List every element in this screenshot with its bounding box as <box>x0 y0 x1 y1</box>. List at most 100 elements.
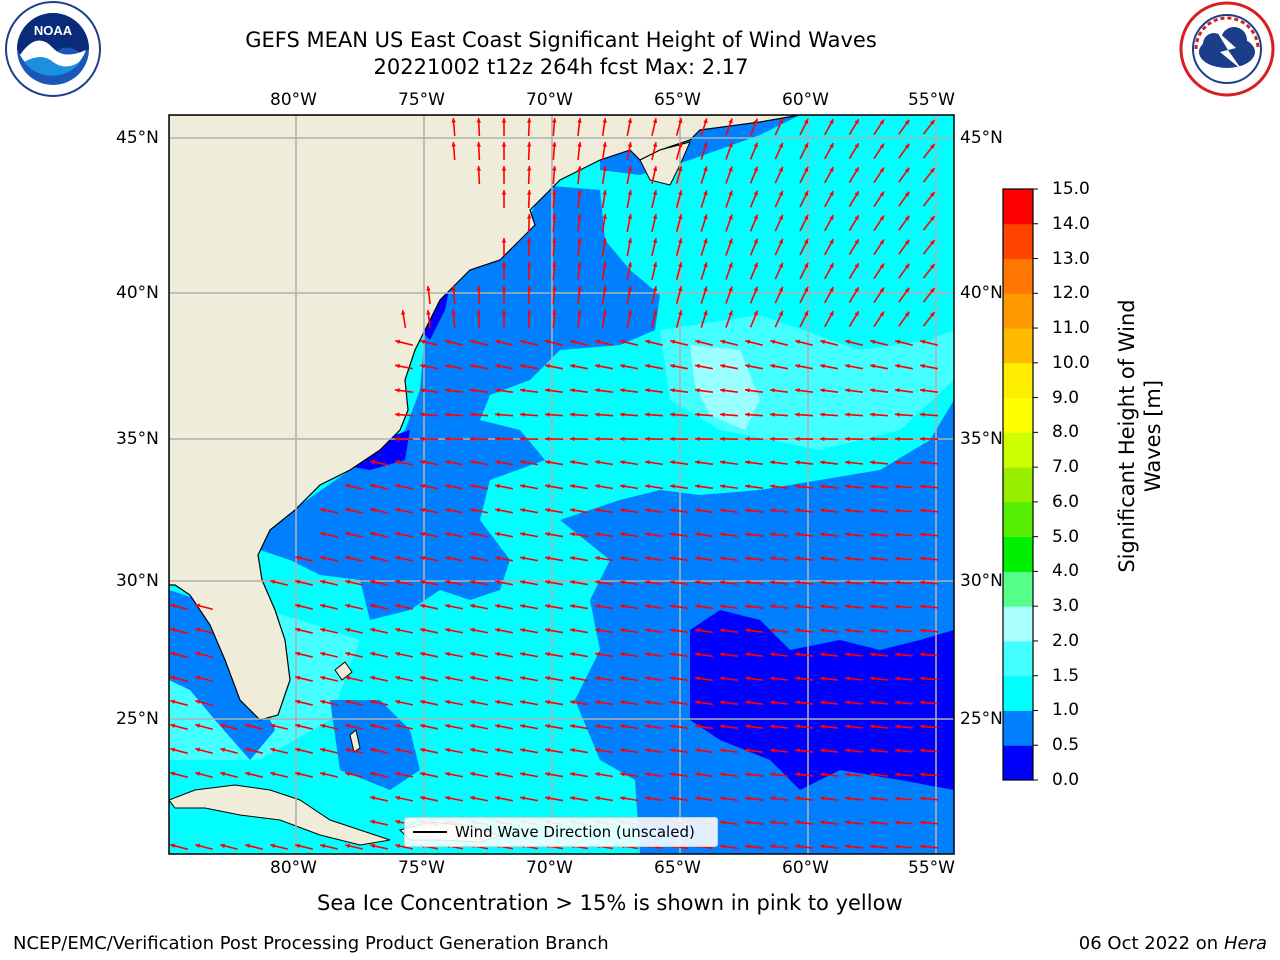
footer-date-text: 06 Oct 2022 on <box>1078 933 1224 954</box>
wind-wave-arrowhead <box>595 580 600 585</box>
wind-wave-arrowhead <box>345 483 351 489</box>
wind-wave-arrowhead <box>670 724 675 729</box>
wind-wave-arrowhead <box>820 772 825 777</box>
wind-wave-arrowhead <box>595 412 600 417</box>
wind-wave-arrowhead <box>652 142 658 148</box>
wind-wave-arrowhead <box>879 167 884 173</box>
wind-wave-arrowhead <box>295 843 301 849</box>
wind-wave-arrowhead <box>895 556 900 561</box>
wind-wave-arrowhead <box>370 603 376 609</box>
wind-wave-arrowhead <box>820 412 825 417</box>
wind-wave-arrowhead <box>720 508 725 513</box>
wind-wave-arrowhead <box>670 676 675 681</box>
wind-wave-arrowhead <box>520 531 525 537</box>
wind-wave-arrowhead <box>570 747 575 753</box>
wind-wave-arrowhead <box>745 412 750 417</box>
wind-wave-arrowhead <box>420 579 426 585</box>
wind-wave-arrowhead <box>495 699 500 705</box>
wind-wave-arrowhead <box>445 747 450 753</box>
wind-wave-arrowhead <box>870 700 875 705</box>
wind-wave-arrowhead <box>420 627 426 633</box>
wind-wave-arrowhead <box>552 118 557 123</box>
wind-wave-arrowhead <box>745 580 750 585</box>
wind-wave-arrowhead <box>295 627 301 633</box>
lon-tick-top: 70°W <box>526 90 573 110</box>
lon-tick-top: 55°W <box>908 90 955 110</box>
wind-wave-arrowhead <box>395 795 401 801</box>
wind-wave-arrowhead <box>920 508 925 513</box>
wind-wave-arrowhead <box>520 771 525 777</box>
wind-wave-arrowhead <box>395 531 401 537</box>
wind-wave-arrowhead <box>652 214 658 220</box>
wind-wave-arrowhead <box>577 142 582 147</box>
wind-wave-arrowhead <box>345 579 351 585</box>
wind-wave-arrowhead <box>570 795 575 801</box>
colorbar-segment <box>1003 432 1033 468</box>
wind-wave-arrowhead <box>370 483 376 489</box>
wind-wave-arrowhead <box>795 652 800 657</box>
wind-wave-arrowhead <box>520 723 525 729</box>
wind-wave-arrowhead <box>845 388 850 393</box>
wind-wave-arrowhead <box>552 238 557 243</box>
wind-wave-arrowhead <box>645 772 650 777</box>
wind-wave-arrowhead <box>570 507 575 513</box>
wind-wave-arrowhead <box>904 287 910 293</box>
wind-wave-arrowhead <box>470 507 475 513</box>
wind-wave-arrowhead <box>320 675 326 681</box>
wind-wave-arrowhead <box>295 603 301 609</box>
wind-wave-arrowhead <box>845 748 850 753</box>
wind-wave-arrowhead <box>929 311 935 317</box>
wind-wave-arrowhead <box>451 310 456 315</box>
wind-wave-arrowhead <box>195 771 201 777</box>
wind-wave-arrowhead <box>320 603 326 609</box>
wind-wave-arrowhead <box>627 142 633 147</box>
wind-wave-arrowhead <box>845 363 850 369</box>
wind-wave-arrowhead <box>595 700 600 705</box>
wind-wave-arrowhead <box>820 580 825 585</box>
wind-wave-arrowhead <box>577 310 582 315</box>
wind-wave-arrowhead <box>895 748 900 753</box>
wind-wave-arrowhead <box>920 604 925 609</box>
wind-wave-arrowhead <box>520 627 525 633</box>
wind-wave-arrowhead <box>501 166 507 171</box>
wind-wave-arrowhead <box>345 771 351 777</box>
wind-wave-arrowhead <box>645 652 650 657</box>
wind-wave-arrowhead <box>370 555 376 561</box>
wind-wave-arrowhead <box>854 167 859 173</box>
wind-wave-arrowhead <box>627 286 633 291</box>
wind-wave-arrowhead <box>370 795 376 801</box>
wind-wave-arrowhead <box>470 795 475 801</box>
wind-wave-arrowhead <box>220 747 226 753</box>
wind-wave-arrowhead <box>602 214 607 219</box>
wind-wave-arrowhead <box>720 652 725 657</box>
wind-wave-arrowhead <box>220 723 226 729</box>
wind-wave-arrowhead <box>645 412 650 417</box>
wind-wave-arrowhead <box>770 532 775 537</box>
wind-wave-arrowhead <box>470 723 475 729</box>
wind-wave-arrowhead <box>804 214 809 220</box>
colorbar-tick-label: 9.0 <box>1052 387 1080 408</box>
wind-wave-arrowhead <box>620 772 625 777</box>
wind-wave-arrowhead <box>720 676 725 681</box>
wind-wave-arrowhead <box>870 676 875 681</box>
wind-wave-arrowhead <box>904 143 910 149</box>
wind-wave-arrowhead <box>195 843 201 849</box>
wind-wave-arrowhead <box>820 556 825 561</box>
wind-wave-arrowhead <box>426 310 431 315</box>
wind-wave-arrowhead <box>929 287 935 293</box>
wind-wave-arrowhead <box>920 628 925 633</box>
wind-wave-arrowhead <box>720 700 725 705</box>
wind-wave-arrowhead <box>170 699 176 705</box>
wind-wave-arrowhead <box>720 628 725 633</box>
sea-ice-note: Sea Ice Concentration > 15% is shown in … <box>317 891 903 915</box>
wind-wave-arrowhead <box>445 483 450 489</box>
wind-wave-arrowhead <box>620 388 625 393</box>
wind-wave-arrowhead <box>895 532 900 537</box>
wind-wave-arrowhead <box>620 652 625 657</box>
colorbar-tick-label: 11.0 <box>1052 318 1090 339</box>
wind-wave-arrowhead <box>552 310 557 315</box>
wind-wave-arrowhead <box>645 604 650 609</box>
wind-wave-arrowhead <box>476 286 482 291</box>
colorbar <box>1002 188 1038 781</box>
colorbar-segment <box>1003 640 1033 677</box>
